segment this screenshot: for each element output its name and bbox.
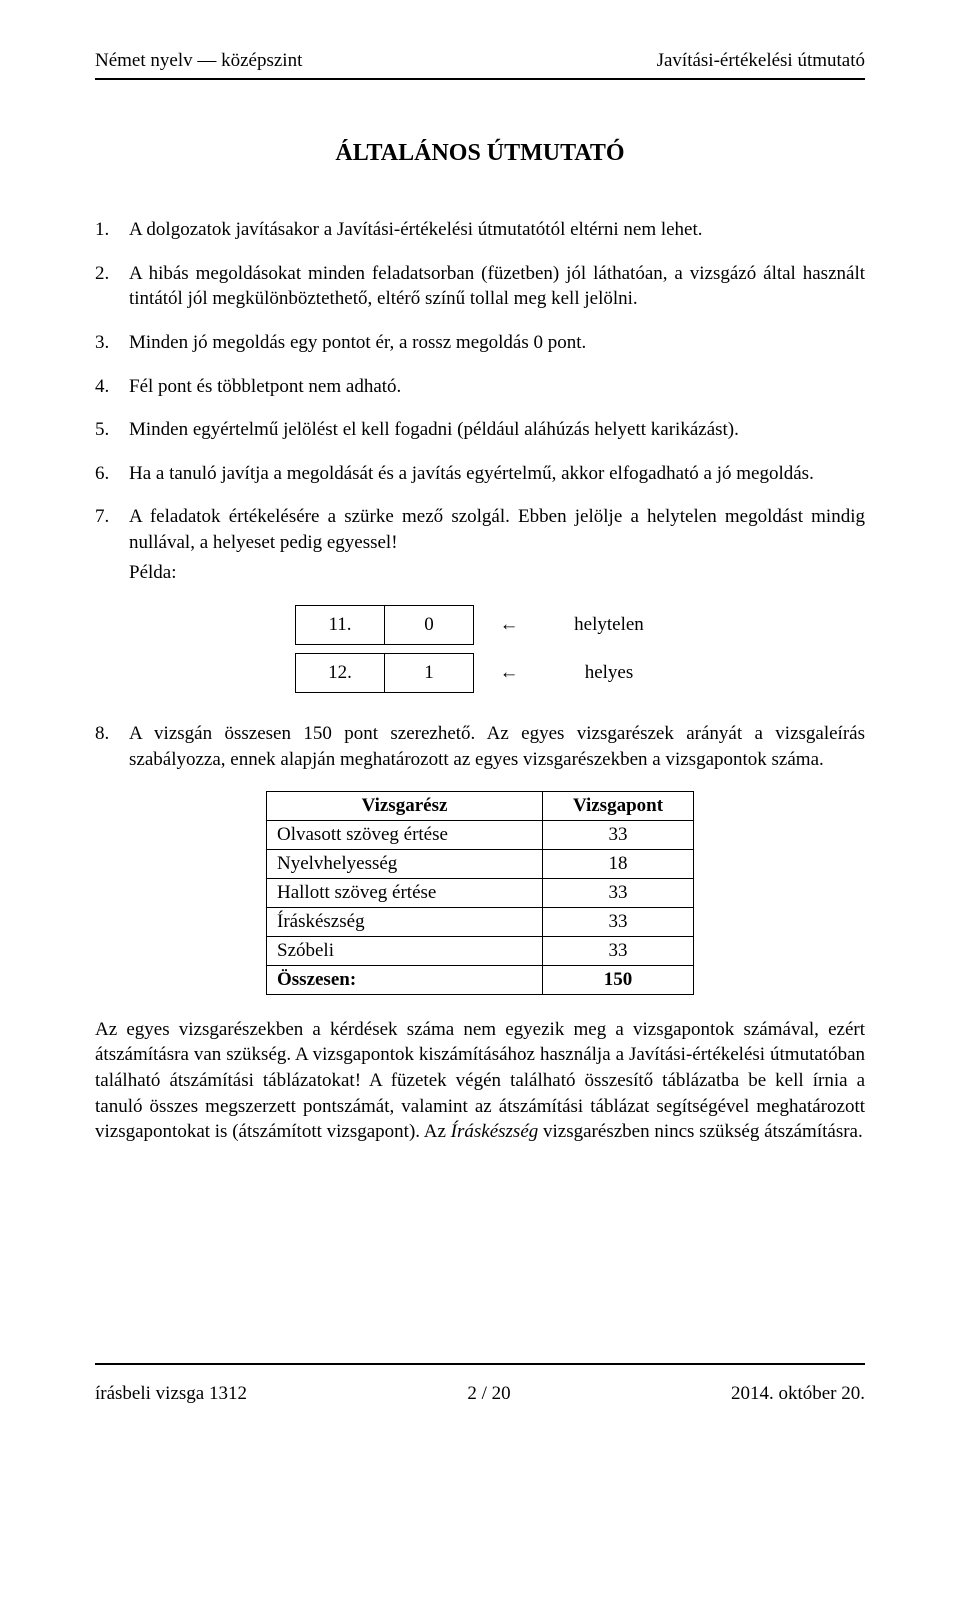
list-item: 7. A feladatok értékelésére a szürke mez… [95,504,865,585]
page-header: Német nyelv — középszint Javítási-értéke… [95,50,865,72]
item-number: 4. [95,374,129,400]
example-label: Példa: [129,560,865,586]
table-cell: 18 [543,849,694,878]
footer-left: írásbeli vizsga 1312 [95,1383,247,1405]
item-number: 8. [95,721,129,772]
list-item: 6. Ha a tanuló javítja a megoldását és a… [95,461,865,487]
table-cell: 33 [543,907,694,936]
table-row: Hallott szöveg értése 33 [267,878,694,907]
example-cell: 0 [385,606,474,645]
item-number: 1. [95,217,129,243]
item-text: A hibás megoldásokat minden feladatsorba… [129,261,865,312]
table-cell: Összesen: [267,965,543,994]
list-item: 4. Fél pont és többletpont nem adható. [95,374,865,400]
list-item: 8. A vizsgán összesen 150 pont szerezhet… [95,721,865,772]
header-right: Javítási-értékelési útmutató [657,50,865,72]
table-cell: Olvasott szöveg értése [267,820,543,849]
example-table: 11. 0 ← helytelen 12. 1 ← helyes [295,605,675,693]
item-text: Minden egyértelmű jelölést el kell fogad… [129,417,865,443]
table-cell: 33 [543,936,694,965]
item-text: A feladatok értékelésére a szürke mező s… [129,504,865,585]
after-tail: vizsgarészben nincs szükség átszámításra… [538,1121,862,1142]
arrow-left-icon: ← [474,606,545,645]
item-text: A vizsgán összesen 150 pont szerezhető. … [129,721,865,772]
after-paragraph: Az egyes vizsgarészekben a kérdések szám… [95,1017,865,1145]
table-row-total: Összesen: 150 [267,965,694,994]
table-cell: Nyelvhelyesség [267,849,543,878]
arrow-left-icon: ← [474,654,545,693]
table-cell: Hallott szöveg értése [267,878,543,907]
example-result-label: helytelen [544,606,674,645]
item-number: 7. [95,504,129,585]
item-text-span: A feladatok értékelésére a szürke mező s… [129,506,865,553]
table-row: Nyelvhelyesség 18 [267,849,694,878]
header-left: Német nyelv — középszint [95,50,302,72]
table-row: Olvasott szöveg értése 33 [267,820,694,849]
footer-spacer [95,1163,865,1363]
item-number: 3. [95,330,129,356]
summary-table-wrap: Vizsgarész Vizsgapont Olvasott szöveg ér… [95,791,865,995]
example-cell: 11. [296,606,385,645]
example-cell: 12. [296,654,385,693]
list-item: 1. A dolgozatok javításakor a Javítási-é… [95,217,865,243]
table-cell: 33 [543,878,694,907]
table-cell: 33 [543,820,694,849]
table-row: Szóbeli 33 [267,936,694,965]
table-row: Vizsgarész Vizsgapont [267,791,694,820]
item-number: 6. [95,461,129,487]
table-cell: Íráskészség [267,907,543,936]
after-italic: Íráskészség [451,1121,539,1142]
item-number: 5. [95,417,129,443]
table-cell: 150 [543,965,694,994]
list-item: 5. Minden egyértelmű jelölést el kell fo… [95,417,865,443]
example-table-wrap: 11. 0 ← helytelen 12. 1 ← helyes [295,605,865,693]
footer-center: 2 / 20 [467,1383,510,1405]
header-rule [95,78,865,80]
document-page: Német nyelv — középszint Javítási-értéke… [0,0,960,1445]
list-item: 3. Minden jó megoldás egy pontot ér, a r… [95,330,865,356]
example-cell: 1 [385,654,474,693]
table-cell: Szóbeli [267,936,543,965]
footer-right: 2014. október 20. [731,1383,865,1405]
table-header: Vizsgarész [267,791,543,820]
list-item: 2. A hibás megoldásokat minden feladatso… [95,261,865,312]
item-text: Fél pont és többletpont nem adható. [129,374,865,400]
table-row: 12. 1 ← helyes [296,654,675,693]
table-row: 11. 0 ← helytelen [296,606,675,645]
item-text: Minden jó megoldás egy pontot ér, a ross… [129,330,865,356]
table-row: Íráskészség 33 [267,907,694,936]
summary-table: Vizsgarész Vizsgapont Olvasott szöveg ér… [266,791,694,995]
item-number: 2. [95,261,129,312]
example-result-label: helyes [544,654,674,693]
item-text: Ha a tanuló javítja a megoldását és a ja… [129,461,865,487]
page-footer: írásbeli vizsga 1312 2 / 20 2014. októbe… [95,1383,865,1405]
table-header: Vizsgapont [543,791,694,820]
page-title: ÁLTALÁNOS ÚTMUTATÓ [95,140,865,167]
table-row-gap [296,645,675,654]
item-text: A dolgozatok javításakor a Javítási-érté… [129,217,865,243]
footer-rule [95,1363,865,1365]
